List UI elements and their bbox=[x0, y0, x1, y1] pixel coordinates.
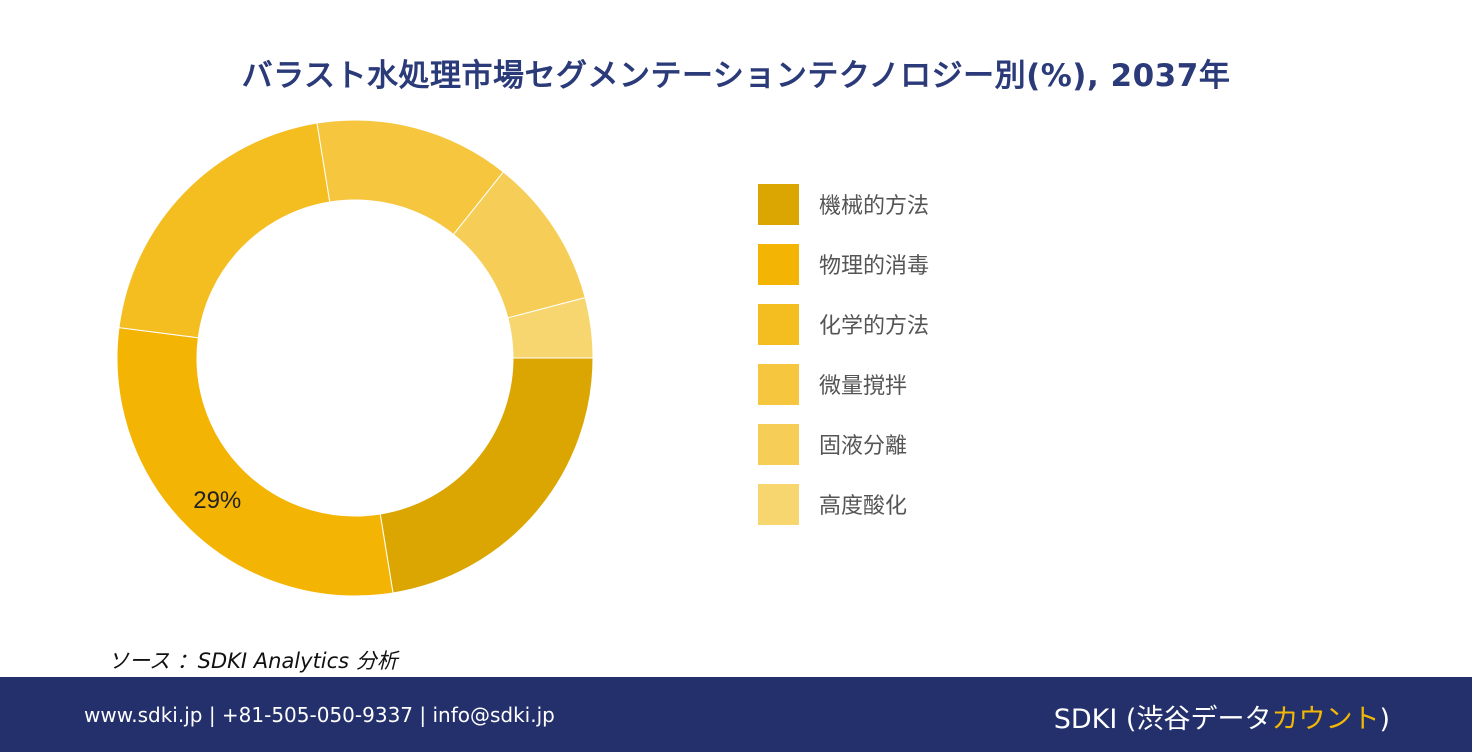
legend-item: 物理的消毒 bbox=[758, 243, 930, 285]
legend-label: 固液分離 bbox=[819, 434, 908, 459]
donut-slice-6 bbox=[507, 297, 594, 359]
legend-item: 化学的方法 bbox=[758, 303, 930, 345]
donut-slice-2 bbox=[116, 327, 394, 597]
legend-swatch bbox=[758, 243, 799, 285]
legend-label: 高度酸化 bbox=[819, 494, 908, 519]
footer-bar: www.sdki.jp | +81-505-050-9337 | info@sd… bbox=[0, 677, 1472, 752]
legend-label: 機械的方法 bbox=[819, 194, 930, 219]
footer-contact: www.sdki.jp | +81-505-050-9337 | info@sd… bbox=[84, 703, 555, 727]
donut-chart: 29% bbox=[116, 119, 594, 597]
brand-logo: SDKI (渋谷データカウント) bbox=[1054, 697, 1390, 736]
legend-label: 物理的消毒 bbox=[819, 254, 930, 279]
legend-label: 微量撹拌 bbox=[819, 374, 908, 399]
legend-item: 機械的方法 bbox=[758, 183, 930, 225]
legend-swatch bbox=[758, 483, 799, 525]
chart-legend: 機械的方法物理的消毒化学的方法微量撹拌固液分離高度酸化 bbox=[758, 183, 930, 544]
source-note: ソース ：SDKI Analytics 分析 bbox=[108, 649, 398, 673]
data-label: 29% bbox=[193, 487, 241, 514]
legend-swatch bbox=[758, 363, 799, 405]
legend-swatch bbox=[758, 183, 799, 225]
legend-label: 化学的方法 bbox=[819, 314, 930, 339]
legend-item: 固液分離 bbox=[758, 423, 929, 465]
donut-slice-3 bbox=[118, 122, 331, 339]
legend-swatch bbox=[758, 303, 799, 345]
brand-main: SDKI (渋谷データ bbox=[1053, 704, 1272, 735]
chart-title: バラスト水処理市場セグメンテーションテクノロジー別(%), 2037年 bbox=[241, 58, 1231, 94]
legend-swatch bbox=[758, 423, 799, 465]
legend-item: 高度酸化 bbox=[758, 483, 929, 525]
legend-item: 微量撹拌 bbox=[758, 363, 929, 405]
brand-close: ) bbox=[1379, 704, 1390, 735]
brand-accent: カウント bbox=[1271, 704, 1380, 735]
donut-slice-1 bbox=[379, 357, 594, 594]
